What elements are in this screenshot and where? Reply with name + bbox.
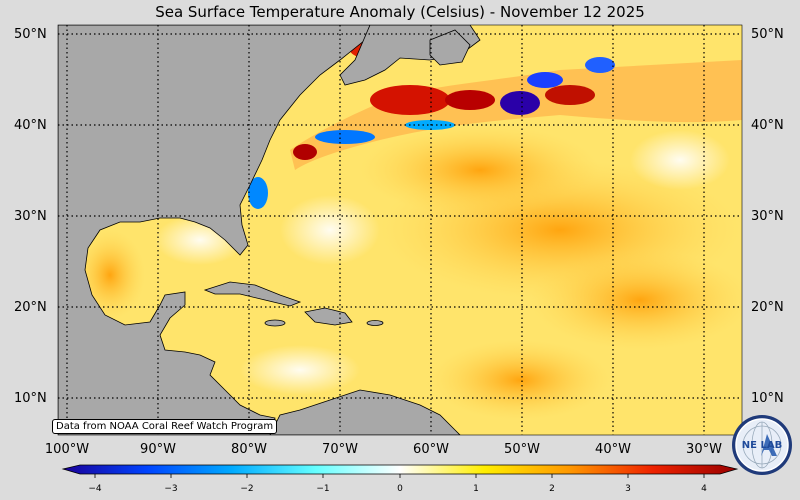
colorbar-tick-label: 0	[397, 484, 403, 494]
lat-label-left: 40°N	[14, 118, 47, 133]
colorbar-tick-label: 3	[625, 484, 631, 494]
neutral-anomaly-patch	[630, 130, 730, 190]
cold-anomaly	[315, 130, 375, 144]
newfoundland-land	[429, 29, 471, 66]
neutral-anomaly-patch	[280, 195, 380, 265]
lat-label-left: 10°N	[14, 391, 47, 406]
map-area	[58, 25, 742, 435]
cold-anomaly	[500, 91, 540, 115]
warm-anomaly-patch	[530, 250, 742, 350]
map-title: Sea Surface Temperature Anomaly (Celsius…	[155, 3, 645, 21]
colorbar-tick-label: 4	[701, 484, 707, 494]
warm-anomaly-patch	[360, 125, 600, 215]
lon-label: 70°W	[322, 442, 358, 457]
puerto-rico-land	[366, 320, 384, 326]
logo-text: NE LAB	[742, 440, 782, 451]
colorbar-ticks	[94, 474, 705, 478]
cold-anomaly	[585, 57, 615, 73]
south-america-land	[269, 389, 461, 435]
colorbar-tick-label: −1	[316, 484, 330, 494]
lon-label: 90°W	[140, 442, 176, 457]
neutral-anomaly-patch	[240, 345, 360, 395]
north-america-land	[58, 25, 371, 435]
cold-anomaly	[527, 72, 563, 88]
jamaica-land	[264, 319, 286, 327]
hot-anomaly	[293, 144, 317, 160]
colorbar-tick-label: −2	[240, 484, 254, 494]
cold-anomaly	[248, 177, 268, 209]
data-credit-label: Data from NOAA Coral Reef Watch Program	[52, 419, 278, 434]
graticule	[58, 25, 742, 435]
lat-label-right: 10°N	[751, 391, 784, 406]
colorbar-tick-label: 1	[473, 484, 479, 494]
map-frame	[57, 24, 743, 436]
nemo-lab-globe-icon: NE LAB	[732, 415, 792, 475]
colorbar	[61, 464, 739, 475]
lon-label: 50°W	[504, 442, 540, 457]
lat-label-left: 20°N	[14, 300, 47, 315]
lat-label-right: 20°N	[751, 300, 784, 315]
hot-anomaly	[445, 90, 495, 110]
colorbar-tick-label: −3	[164, 484, 178, 494]
lat-label-right: 50°N	[751, 27, 784, 42]
cuba-land	[203, 281, 302, 307]
lon-label: 80°W	[231, 442, 267, 457]
hispaniola-land	[304, 307, 353, 326]
lat-label-right: 30°N	[751, 209, 784, 224]
lon-label: 100°W	[44, 442, 90, 457]
colorbar-tick-label: −4	[88, 484, 102, 494]
colorbar-tick-label: 2	[549, 484, 555, 494]
hot-anomaly	[370, 85, 450, 115]
lat-label-left: 50°N	[14, 27, 47, 42]
lon-label: 60°W	[413, 442, 449, 457]
hot-anomaly	[545, 85, 595, 105]
cold-anomaly	[405, 120, 455, 130]
lon-label: 30°W	[686, 442, 722, 457]
lat-label-left: 30°N	[14, 209, 47, 224]
lon-label: 40°W	[595, 442, 631, 457]
gulf-stream-region	[290, 60, 742, 170]
lat-label-right: 40°N	[751, 118, 784, 133]
warm-anomaly-patch	[430, 340, 610, 420]
